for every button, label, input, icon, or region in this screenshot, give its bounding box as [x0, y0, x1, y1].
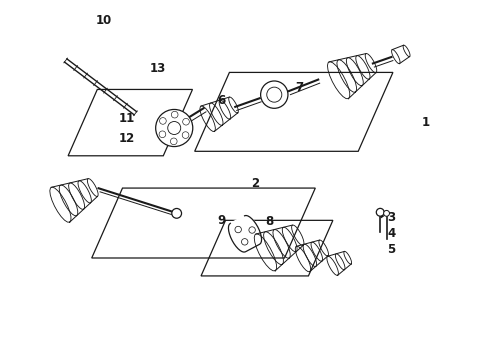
Circle shape — [159, 131, 166, 138]
Text: 10: 10 — [96, 14, 112, 27]
Circle shape — [172, 111, 178, 118]
Text: 8: 8 — [265, 215, 273, 229]
Circle shape — [156, 109, 193, 147]
Circle shape — [242, 239, 248, 245]
Circle shape — [183, 118, 189, 125]
Circle shape — [172, 208, 182, 218]
Text: 7: 7 — [295, 81, 304, 94]
Circle shape — [376, 208, 384, 216]
Circle shape — [171, 138, 177, 145]
Circle shape — [182, 132, 189, 138]
Circle shape — [261, 81, 288, 108]
Circle shape — [384, 211, 390, 216]
Text: 2: 2 — [251, 177, 259, 190]
Circle shape — [160, 118, 166, 124]
Text: 3: 3 — [388, 211, 395, 224]
Polygon shape — [228, 216, 262, 252]
Text: 1: 1 — [421, 116, 430, 129]
Text: 6: 6 — [218, 94, 226, 107]
Circle shape — [235, 226, 242, 233]
Circle shape — [267, 87, 282, 102]
Text: 5: 5 — [387, 243, 395, 256]
Text: 12: 12 — [119, 132, 135, 145]
Text: 9: 9 — [218, 214, 226, 227]
Text: 4: 4 — [387, 227, 395, 240]
Circle shape — [168, 122, 181, 135]
Circle shape — [249, 227, 255, 233]
Text: 11: 11 — [119, 112, 135, 125]
Text: 13: 13 — [150, 62, 166, 75]
